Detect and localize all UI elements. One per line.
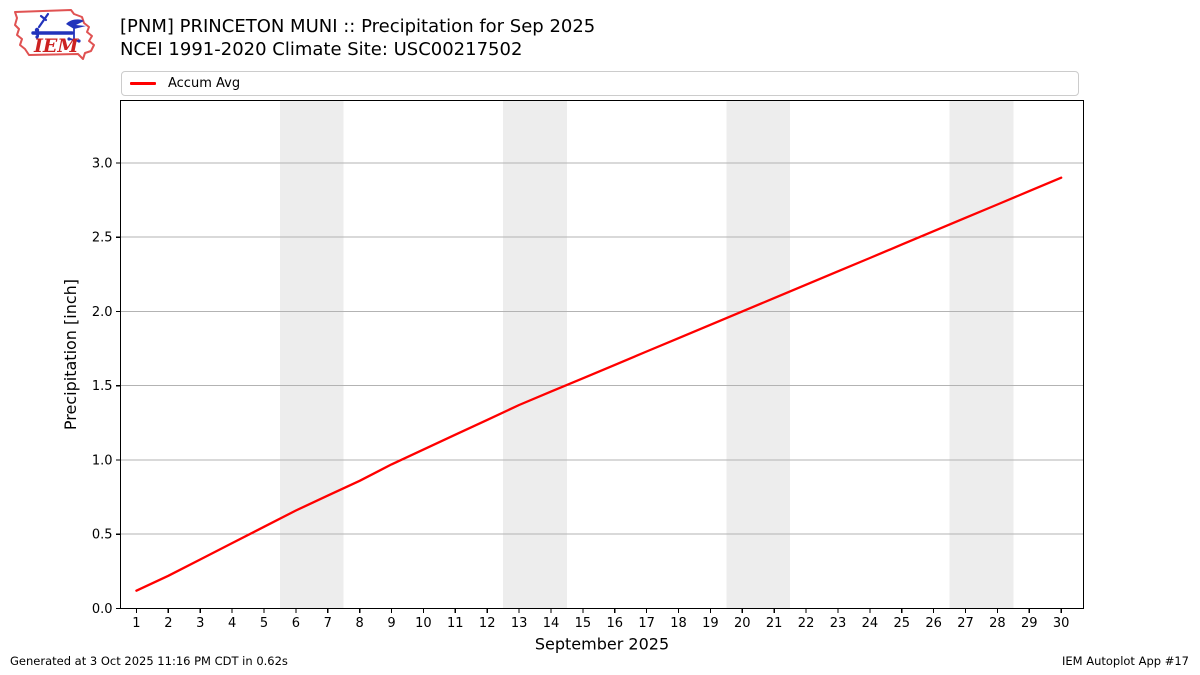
x-tick-label: 10 — [415, 616, 432, 631]
x-tick-label: 1 — [132, 616, 140, 631]
accum-avg-line-swatch — [130, 82, 156, 85]
plot-frame — [119, 99, 1085, 610]
y-tick-label: 2.5 — [92, 231, 113, 246]
x-tick-label: 5 — [260, 616, 268, 631]
x-tick-label: 9 — [387, 616, 395, 631]
x-tick-label: 19 — [702, 616, 719, 631]
accum-avg-line — [135, 176, 1063, 592]
x-tick-label: 25 — [893, 616, 910, 631]
y-tick-label: 1.0 — [92, 453, 113, 468]
x-tick-label: 24 — [862, 616, 879, 631]
x-tick-label: 17 — [638, 616, 655, 631]
x-axis-label: September 2025 — [535, 635, 669, 654]
x-tick-label: 12 — [479, 616, 496, 631]
x-tick-label: 16 — [606, 616, 623, 631]
x-tick-label: 14 — [543, 616, 560, 631]
weekend-band — [279, 100, 344, 609]
x-tick-label: 7 — [324, 616, 332, 631]
legend: Accum Avg — [121, 71, 1079, 96]
x-tick-label: 22 — [798, 616, 815, 631]
x-tick-label: 30 — [1053, 616, 1070, 631]
x-tick-label: 21 — [766, 616, 783, 631]
x-tick-label: 29 — [1021, 616, 1038, 631]
x-tick-label: 28 — [989, 616, 1006, 631]
y-tick-label: 0.5 — [92, 528, 113, 543]
weekend-band — [503, 100, 567, 609]
x-tick-label: 27 — [957, 616, 974, 631]
iem-logo-text: IEM — [33, 35, 79, 57]
chart-title-block: [PNM] PRINCETON MUNI :: Precipitation fo… — [120, 15, 595, 61]
x-tick-label: 15 — [575, 616, 592, 631]
x-tick-label: 3 — [196, 616, 204, 631]
y-axis-label: Precipitation [inch] — [61, 279, 80, 430]
x-tick-label: 26 — [925, 616, 942, 631]
x-tick-label: 2 — [164, 616, 172, 631]
weekend-band — [949, 100, 1014, 609]
weekend-band — [726, 100, 791, 609]
x-tick-label: 4 — [228, 616, 236, 631]
page-title: [PNM] PRINCETON MUNI :: Precipitation fo… — [120, 16, 596, 37]
y-tick-label: 2.0 — [92, 305, 113, 320]
y-tick-label: 1.5 — [92, 379, 113, 394]
x-tick-label: 20 — [734, 616, 751, 631]
x-tick-label: 11 — [447, 616, 464, 631]
x-tick-label: 18 — [670, 616, 687, 631]
x-tick-label: 6 — [292, 616, 300, 631]
app-credit: IEM Autoplot App #17 — [1061, 654, 1189, 668]
legend-label: Accum Avg — [168, 76, 241, 91]
generated-timestamp: Generated at 3 Oct 2025 11:16 PM CDT in … — [10, 654, 288, 668]
y-tick-label: 3.0 — [92, 156, 113, 171]
iowa-outline-weathervane-icon: IEM — [14, 9, 95, 60]
x-tick-label: 8 — [356, 616, 364, 631]
page-subtitle: NCEI 1991-2020 Climate Site: USC00217502 — [120, 39, 523, 60]
y-tick-label: 0.0 — [92, 602, 113, 617]
x-tick-label: 13 — [511, 616, 528, 631]
iem-logo: IEM — [14, 9, 95, 60]
x-tick-label: 23 — [830, 616, 847, 631]
